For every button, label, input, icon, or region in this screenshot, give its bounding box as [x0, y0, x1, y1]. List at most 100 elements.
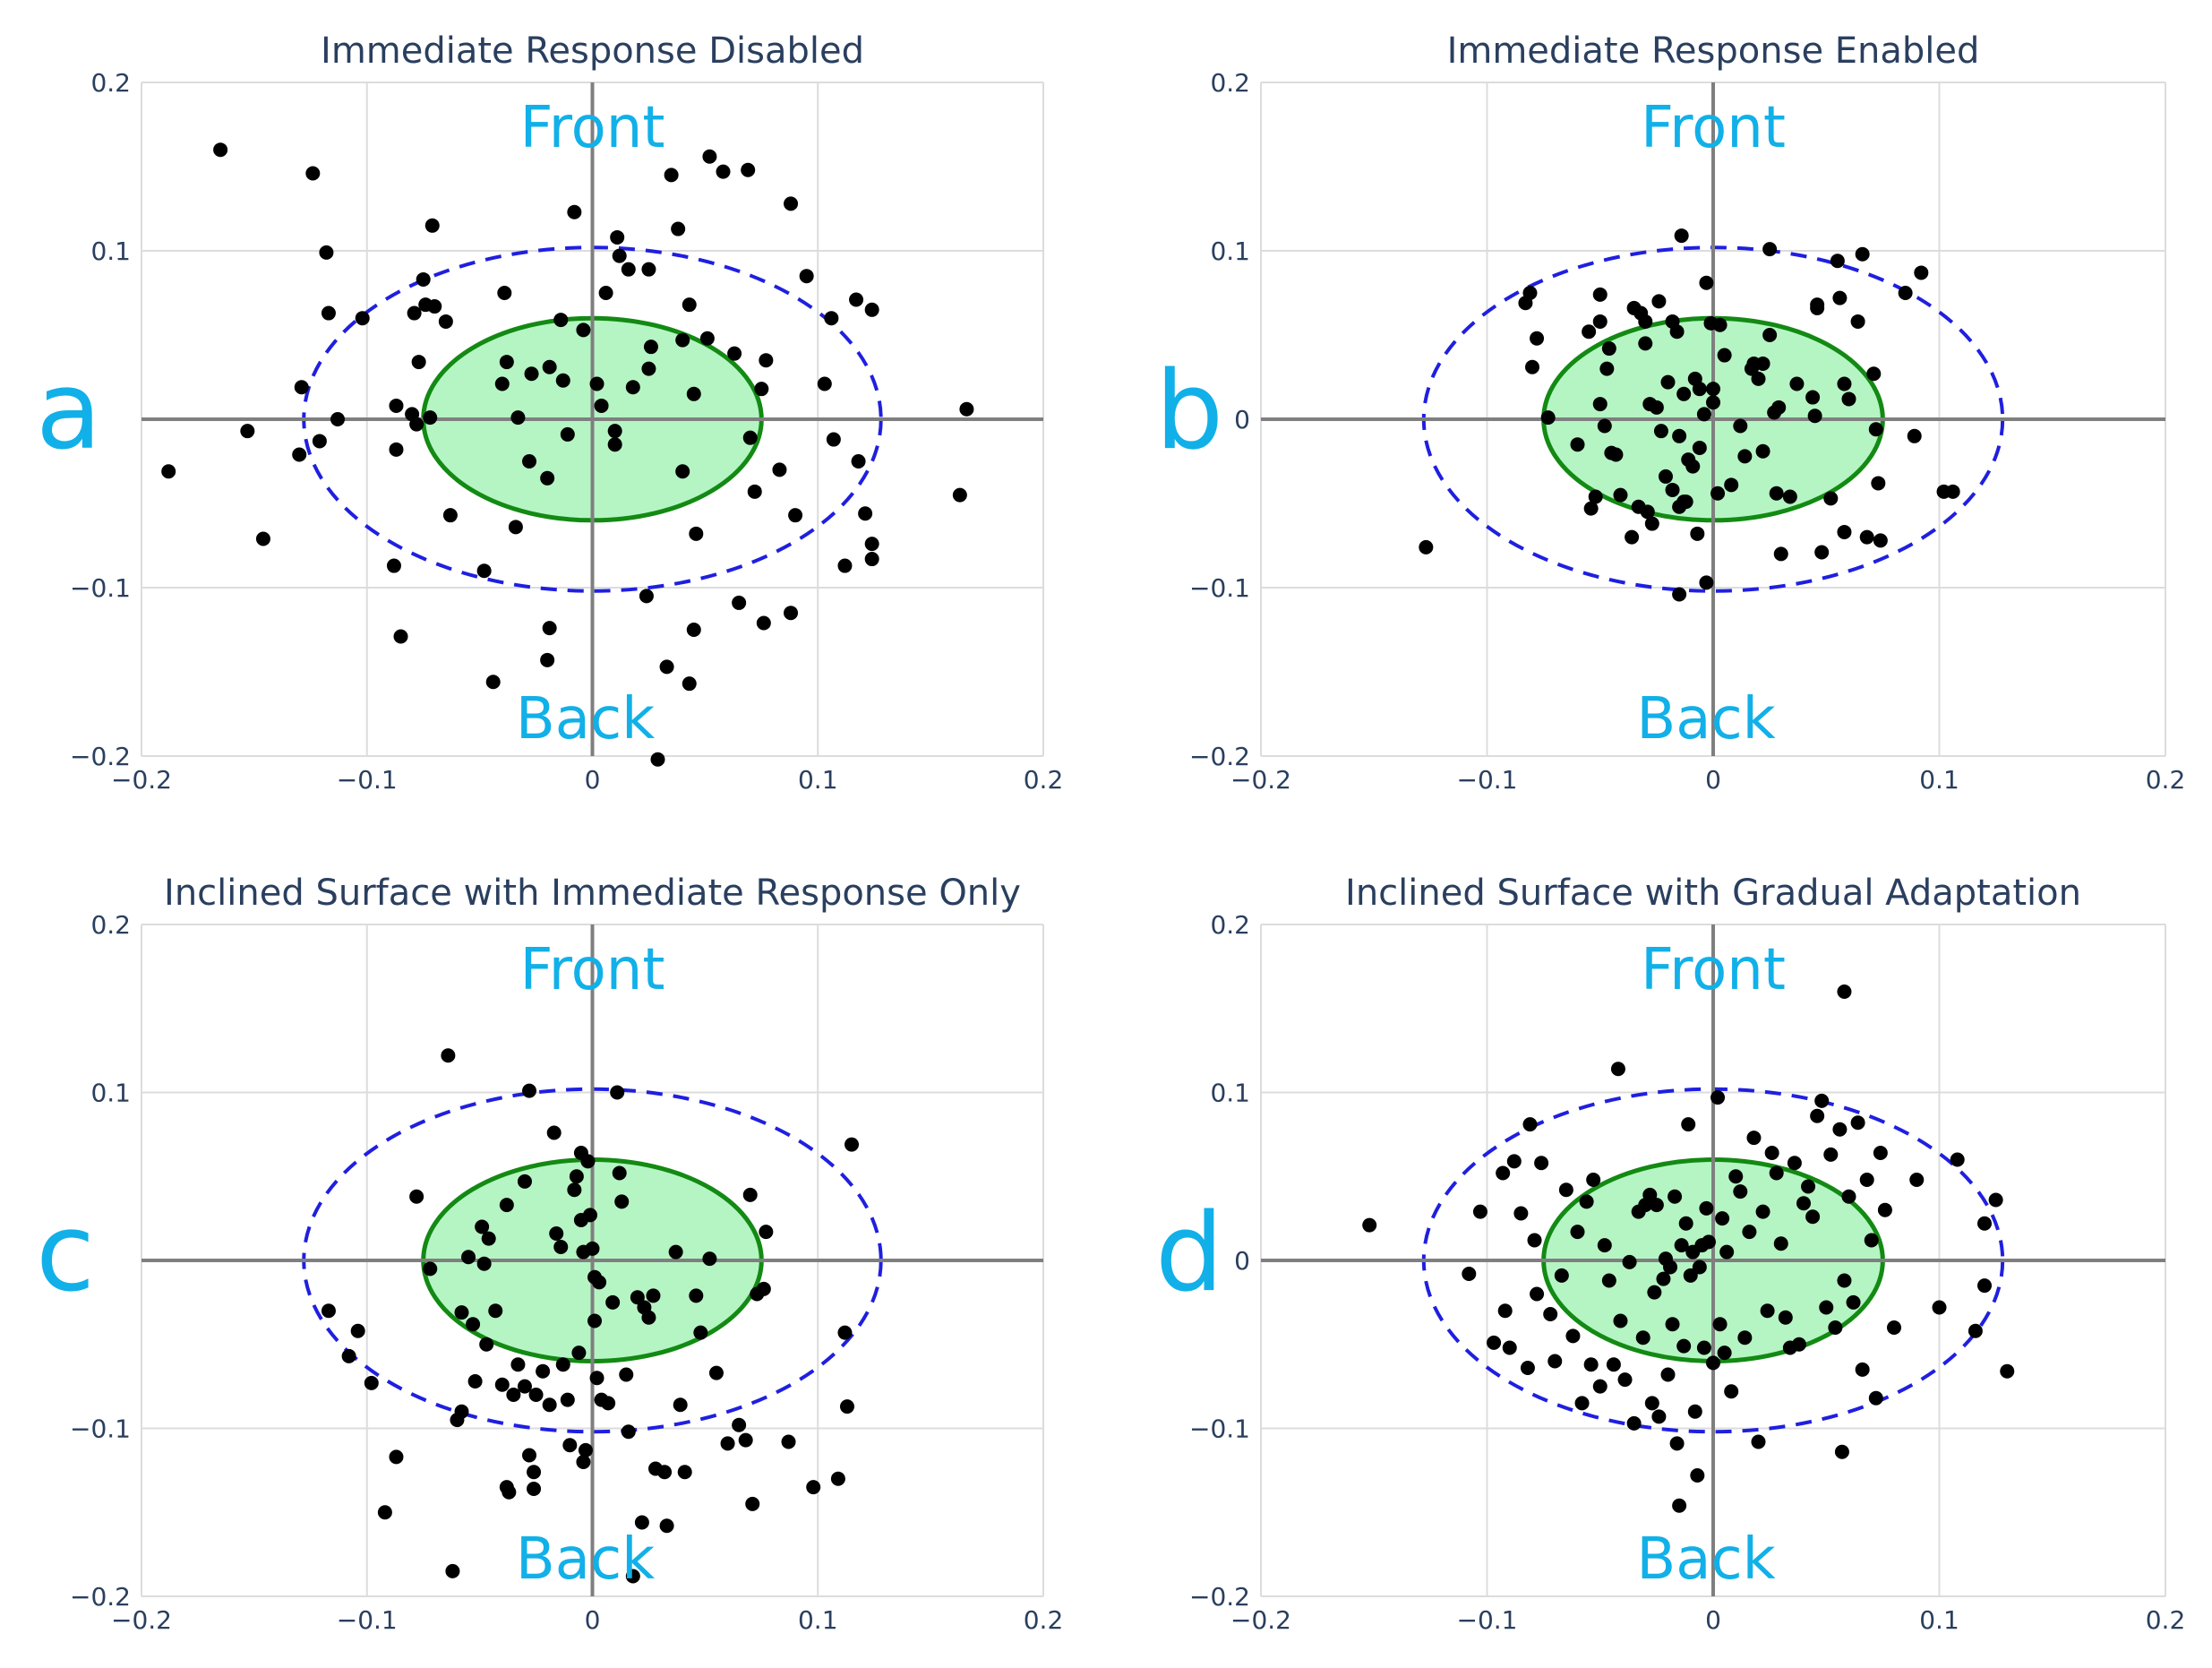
data-point — [1692, 382, 1707, 397]
y-tick-label: −0.1 — [1189, 573, 1250, 603]
data-point — [1530, 1286, 1545, 1302]
x-tick-label: 0 — [585, 1605, 601, 1635]
data-point — [1608, 447, 1624, 462]
data-point — [1534, 1156, 1549, 1171]
data-point — [759, 353, 774, 368]
data-point — [1592, 287, 1608, 302]
data-point — [393, 629, 408, 644]
data-point — [1506, 1154, 1522, 1169]
data-point — [634, 1515, 649, 1530]
data-point — [741, 162, 756, 177]
data-point — [641, 361, 656, 376]
data-point — [479, 1337, 494, 1352]
data-point — [1968, 1323, 1983, 1338]
data-point — [646, 1288, 661, 1303]
data-point — [517, 1174, 532, 1189]
data-point — [1814, 1093, 1830, 1108]
data-point — [445, 1563, 460, 1578]
data-point — [476, 1256, 492, 1271]
data-point — [481, 1231, 496, 1246]
x-tick-label: 0 — [1705, 1605, 1721, 1635]
data-point — [405, 407, 420, 422]
data-point — [1696, 407, 1711, 422]
data-point — [1699, 575, 1714, 590]
data-point — [527, 1465, 542, 1480]
data-point — [607, 424, 622, 439]
data-point — [1807, 408, 1822, 424]
data-point — [671, 221, 686, 236]
data-point — [1540, 410, 1556, 426]
data-point — [508, 520, 523, 535]
data-point — [1828, 1320, 1843, 1335]
data-point — [409, 1189, 424, 1204]
data-point — [355, 311, 370, 326]
data-point — [659, 659, 674, 675]
data-point — [562, 1438, 578, 1453]
data-point — [580, 1154, 596, 1169]
data-point — [1610, 1062, 1625, 1077]
data-point — [1868, 1390, 1883, 1406]
data-point — [522, 454, 537, 469]
data-point — [319, 245, 334, 260]
data-point — [1674, 1238, 1689, 1253]
data-point — [1681, 1117, 1696, 1132]
data-point — [1642, 1187, 1658, 1202]
data-point — [754, 382, 769, 397]
data-point — [1706, 382, 1720, 397]
data-point — [625, 380, 640, 395]
data-point — [424, 218, 440, 233]
data-point — [732, 1417, 747, 1432]
data-point — [364, 1375, 379, 1390]
x-tick-label: −0.1 — [1457, 765, 1518, 795]
data-point — [499, 355, 514, 370]
data-point — [1558, 1182, 1573, 1198]
data-point — [1932, 1300, 1947, 1315]
data-point — [1674, 228, 1689, 244]
data-point — [1472, 1204, 1488, 1219]
data-point — [1592, 1379, 1608, 1394]
data-point — [1676, 386, 1692, 401]
data-point — [621, 262, 636, 277]
data-point — [1669, 324, 1685, 340]
data-point — [682, 297, 697, 313]
data-point — [1678, 1216, 1693, 1231]
data-point — [1520, 1361, 1535, 1375]
data-point — [1805, 390, 1821, 405]
data-point — [1665, 1317, 1680, 1332]
data-point — [1855, 246, 1870, 262]
panel-letter: c — [36, 1191, 95, 1316]
data-point — [1737, 1330, 1753, 1346]
data-point — [416, 271, 431, 287]
data-point — [1814, 545, 1830, 560]
data-point — [607, 437, 622, 452]
data-point — [784, 606, 799, 621]
panel-letter: b — [1155, 349, 1223, 474]
x-tick-label: −0.1 — [1457, 1605, 1518, 1635]
data-point — [781, 1434, 796, 1449]
data-point — [506, 1388, 521, 1402]
data-point — [1597, 1238, 1612, 1253]
data-point — [1837, 524, 1852, 539]
back-label: Back — [1636, 686, 1775, 752]
data-point — [682, 676, 697, 692]
panel-b: −0.2 −0.1 0 0.1 0.2 −0.2 −0.1 0 0.1 0.2 Immediate … — [1155, 30, 2185, 795]
data-point — [699, 331, 715, 346]
data-point — [1706, 395, 1720, 410]
data-point — [1570, 437, 1585, 452]
data-point — [677, 1465, 692, 1480]
x-tick-label: −0.2 — [1230, 1605, 1291, 1635]
data-point — [727, 346, 742, 361]
data-point — [1782, 489, 1797, 504]
data-point — [542, 621, 557, 636]
data-point — [1850, 314, 1865, 329]
data-point — [536, 1363, 551, 1379]
data-point — [1699, 275, 1714, 290]
panel-c: −0.2 −0.1 0 0.1 0.2 −0.2 −0.1 0.1 0.2 Inclined Su… — [36, 873, 1063, 1635]
data-point — [522, 1448, 537, 1463]
data-point — [610, 1085, 625, 1100]
data-point — [1778, 1310, 1793, 1325]
data-point — [1791, 1337, 1806, 1352]
y-tick-label: 0.1 — [1210, 1079, 1250, 1108]
data-point — [1846, 1294, 1861, 1310]
data-point — [527, 1482, 542, 1496]
